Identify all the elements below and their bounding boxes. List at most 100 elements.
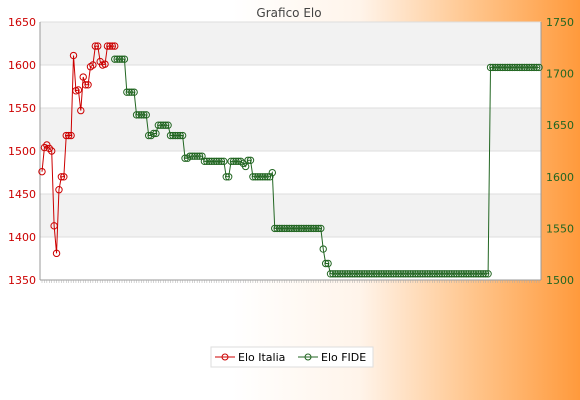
data-point: [450, 270, 458, 278]
data-point: [351, 270, 359, 278]
data-point: [416, 270, 424, 278]
data-point: [288, 224, 296, 233]
legend-marker-elo-italia: [221, 353, 229, 361]
data-point: [103, 42, 112, 50]
data-point: [118, 55, 126, 63]
data-point: [94, 42, 102, 50]
left-tick-label: 1450: [8, 188, 36, 201]
data-point: [474, 270, 483, 278]
data-point: [491, 63, 500, 72]
data-point: [513, 63, 521, 72]
data-point: [428, 270, 437, 278]
data-point: [50, 222, 58, 230]
data-point: [178, 131, 187, 140]
data-point: [128, 88, 136, 96]
data-point: [307, 224, 315, 233]
data-point: [195, 152, 204, 160]
data-point: [472, 270, 480, 278]
data-point: [368, 270, 376, 278]
data-point: [147, 131, 155, 140]
data-point: [515, 63, 524, 72]
data-point: [246, 156, 255, 164]
plot-band: [40, 151, 541, 194]
data-point: [353, 270, 361, 278]
data-point: [448, 270, 456, 278]
data-point: [47, 147, 56, 155]
data-point: [157, 121, 165, 129]
data-point: [52, 249, 61, 258]
data-point: [326, 270, 335, 278]
data-point: [164, 121, 172, 129]
data-point: [254, 173, 262, 181]
data-point: [241, 162, 250, 171]
data-point: [149, 129, 158, 138]
data-point: [263, 173, 272, 181]
data-point: [232, 157, 240, 166]
data-point: [530, 63, 538, 72]
data-point: [469, 270, 478, 278]
legend-box: [210, 346, 374, 368]
data-point: [360, 270, 369, 278]
data-point: [171, 131, 180, 140]
legend-marker-elo-fide: [304, 353, 312, 361]
right-tick-label: 1650: [546, 119, 574, 132]
data-point: [249, 173, 257, 181]
data-point: [365, 270, 373, 278]
data-point: [84, 81, 92, 89]
data-point: [210, 157, 218, 166]
legend: Elo Italia Elo FIDE: [210, 346, 374, 368]
legend-label-elo-italia: Elo Italia: [238, 351, 285, 364]
data-point: [261, 173, 269, 181]
data-point: [464, 270, 473, 278]
data-point: [455, 270, 463, 278]
data-point: [535, 63, 543, 72]
data-point: [203, 157, 211, 166]
data-point: [520, 63, 529, 72]
data-point: [215, 157, 223, 166]
left-tick-label: 1600: [8, 59, 36, 72]
data-point: [438, 270, 446, 278]
data-point: [152, 129, 160, 138]
data-point: [304, 224, 313, 233]
data-point: [191, 152, 199, 160]
data-point: [130, 88, 138, 96]
data-point: [486, 63, 495, 72]
data-point: [433, 270, 441, 278]
data-point: [297, 224, 306, 233]
left-tick-label: 1350: [8, 274, 36, 287]
data-point: [319, 245, 327, 253]
data-point: [244, 156, 252, 164]
data-point: [208, 157, 216, 166]
plot-band: [40, 108, 541, 151]
data-point: [457, 270, 466, 278]
data-point: [384, 270, 393, 278]
data-point: [462, 270, 470, 278]
data-point: [358, 270, 366, 278]
left-tick-label: 1650: [8, 16, 36, 29]
data-point: [387, 270, 395, 278]
plot-background: [40, 22, 541, 280]
right-tick-label: 1550: [546, 222, 574, 235]
data-point: [431, 270, 439, 278]
data-point: [375, 270, 383, 278]
data-point: [523, 63, 531, 72]
data-point: [511, 63, 519, 72]
data-point: [237, 157, 245, 166]
right-tick-label: 1600: [546, 171, 574, 184]
data-point: [227, 157, 235, 166]
data-point: [285, 224, 293, 233]
data-point: [355, 270, 364, 278]
series-elo-fide: [111, 55, 543, 278]
data-point: [69, 51, 78, 60]
data-point: [414, 270, 422, 278]
data-point: [166, 131, 175, 140]
data-point: [418, 270, 427, 278]
data-point: [397, 270, 405, 278]
data-point: [144, 131, 153, 140]
data-point: [503, 63, 512, 72]
data-point: [220, 157, 228, 166]
data-point: [380, 270, 388, 278]
data-point: [137, 111, 146, 119]
